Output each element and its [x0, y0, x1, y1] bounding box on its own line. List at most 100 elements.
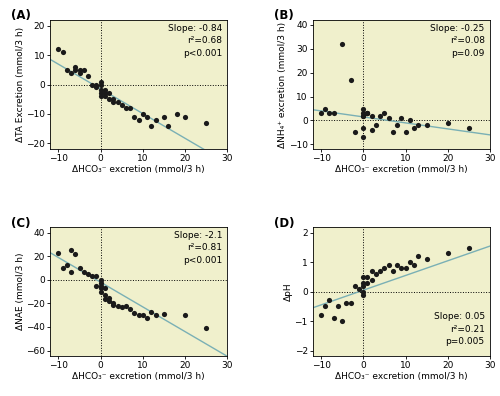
- Point: [402, 265, 409, 271]
- Point: [148, 122, 156, 129]
- Text: Slope: -0.25
r²=0.08
p=0.09: Slope: -0.25 r²=0.08 p=0.09: [430, 24, 484, 58]
- Point: [351, 129, 359, 136]
- Point: [465, 124, 473, 131]
- Point: [96, 87, 104, 93]
- Y-axis label: ΔpH: ΔpH: [284, 282, 293, 301]
- Point: [92, 283, 100, 289]
- Point: [360, 134, 368, 141]
- Point: [317, 110, 325, 116]
- Point: [322, 303, 330, 310]
- Point: [110, 300, 118, 307]
- Point: [101, 292, 109, 298]
- Point: [368, 277, 376, 283]
- Point: [364, 110, 372, 116]
- Point: [54, 249, 62, 256]
- Text: (B): (B): [274, 10, 293, 23]
- Point: [96, 289, 104, 295]
- Point: [364, 280, 372, 286]
- Point: [126, 306, 134, 312]
- Point: [105, 90, 113, 97]
- Point: [110, 99, 118, 105]
- Point: [114, 99, 122, 105]
- Point: [360, 105, 368, 112]
- Point: [368, 268, 376, 274]
- Point: [402, 129, 409, 136]
- Point: [76, 67, 84, 73]
- Point: [84, 271, 92, 277]
- Point: [360, 112, 368, 119]
- Point: [152, 117, 160, 123]
- Point: [410, 262, 418, 268]
- Y-axis label: ΔNAE (mmol/3 h): ΔNAE (mmol/3 h): [16, 253, 25, 330]
- Point: [105, 298, 113, 304]
- Point: [80, 67, 88, 73]
- Point: [364, 110, 372, 116]
- Point: [118, 304, 126, 310]
- Point: [134, 117, 142, 123]
- Point: [92, 81, 100, 88]
- X-axis label: ΔHCO₃⁻ excretion (mmol/3 h): ΔHCO₃⁻ excretion (mmol/3 h): [335, 164, 468, 173]
- Text: Slope: 0.05
r²=0.21
p=0.005: Slope: 0.05 r²=0.21 p=0.005: [434, 312, 484, 346]
- Point: [96, 283, 104, 289]
- Point: [444, 250, 452, 257]
- Point: [143, 314, 151, 321]
- Point: [110, 301, 118, 308]
- Point: [376, 112, 384, 119]
- Point: [96, 93, 104, 99]
- Point: [126, 105, 134, 111]
- Point: [84, 72, 92, 79]
- Point: [368, 112, 376, 119]
- Point: [152, 312, 160, 318]
- Point: [334, 303, 342, 310]
- Point: [322, 105, 330, 112]
- Y-axis label: ΔTA Excretion (mmol/3 h): ΔTA Excretion (mmol/3 h): [16, 27, 25, 142]
- Point: [422, 122, 430, 128]
- Point: [346, 300, 354, 307]
- Point: [96, 81, 104, 88]
- Point: [444, 120, 452, 126]
- Point: [105, 96, 113, 103]
- Point: [368, 127, 376, 133]
- Point: [67, 268, 75, 275]
- Point: [355, 286, 363, 292]
- Point: [330, 315, 338, 321]
- Point: [389, 268, 397, 274]
- Point: [88, 273, 96, 280]
- Point: [148, 308, 156, 315]
- Point: [393, 262, 401, 268]
- Point: [360, 291, 368, 298]
- Point: [72, 67, 80, 73]
- Point: [364, 274, 372, 280]
- Point: [92, 84, 100, 91]
- Point: [58, 49, 66, 55]
- Point: [67, 248, 75, 254]
- Point: [398, 265, 406, 271]
- Point: [80, 268, 88, 275]
- Point: [122, 105, 130, 111]
- Point: [72, 251, 80, 257]
- Point: [63, 67, 71, 73]
- X-axis label: ΔHCO₃⁻ excretion (mmol/3 h): ΔHCO₃⁻ excretion (mmol/3 h): [72, 164, 205, 173]
- Point: [63, 261, 71, 268]
- Point: [372, 122, 380, 128]
- Point: [96, 277, 104, 283]
- Point: [360, 280, 368, 286]
- Text: (D): (D): [274, 217, 294, 230]
- Point: [160, 311, 168, 317]
- Point: [101, 90, 109, 97]
- Point: [202, 325, 210, 331]
- Point: [410, 124, 418, 131]
- Point: [101, 93, 109, 99]
- Point: [422, 256, 430, 263]
- Point: [338, 318, 346, 324]
- Point: [110, 96, 118, 103]
- Point: [58, 265, 66, 271]
- Point: [393, 122, 401, 128]
- Point: [372, 271, 380, 277]
- Point: [181, 312, 189, 318]
- Point: [160, 114, 168, 120]
- Point: [92, 273, 100, 280]
- Point: [139, 111, 147, 117]
- Point: [67, 70, 75, 76]
- Point: [181, 114, 189, 120]
